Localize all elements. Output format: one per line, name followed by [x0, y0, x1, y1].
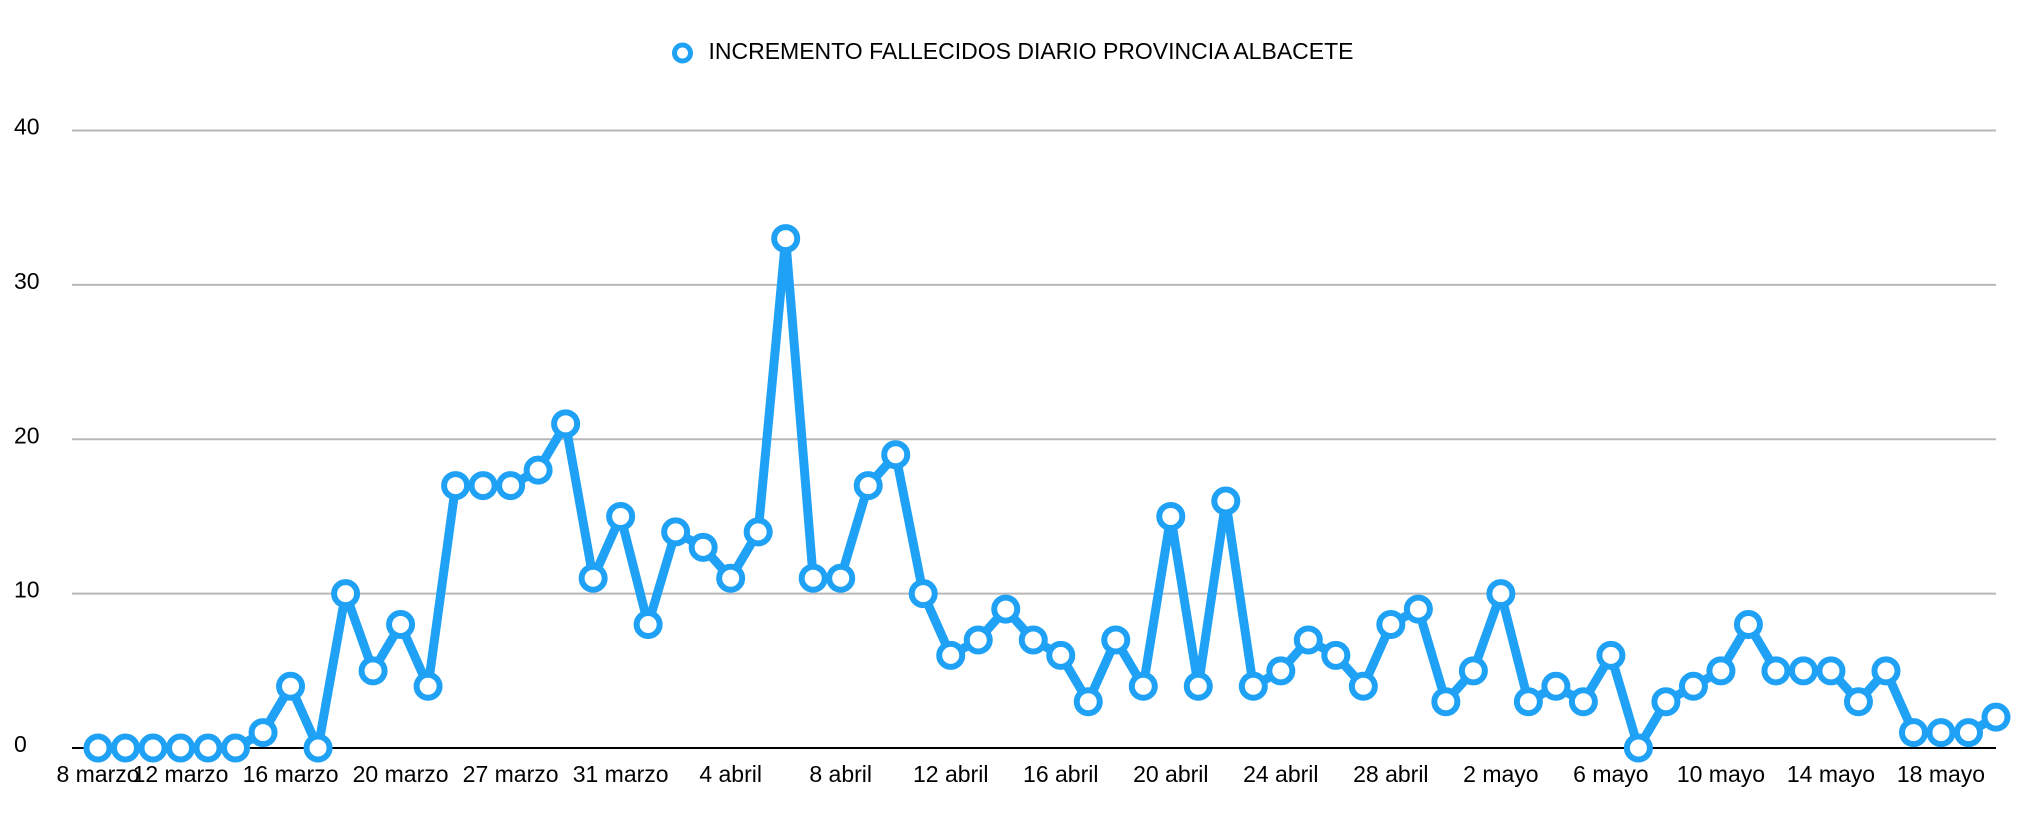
data-point — [166, 733, 196, 763]
x-tick-label: 31 marzo — [573, 761, 669, 787]
legend-label: INCREMENTO FALLECIDOS DIARIO PROVINCIA A… — [708, 38, 1353, 64]
data-point — [963, 625, 993, 655]
data-point — [386, 610, 416, 639]
x-tick-label: 18 mayo — [1897, 761, 1985, 787]
x-tick-label: 12 marzo — [133, 761, 229, 787]
data-point — [908, 579, 938, 609]
y-tick-label: 30 — [14, 268, 40, 294]
data-point — [743, 517, 773, 547]
data-point — [1073, 687, 1103, 717]
x-tick-label: 16 abril — [1023, 761, 1098, 787]
data-point — [798, 563, 828, 593]
y-tick-label: 40 — [14, 114, 40, 140]
x-tick-label: 20 marzo — [353, 761, 449, 787]
x-tick-label: 16 marzo — [243, 761, 339, 787]
data-point — [441, 471, 471, 501]
data-point — [1238, 671, 1268, 701]
data-point — [771, 224, 801, 254]
data-point — [1128, 671, 1158, 701]
data-point — [606, 501, 636, 531]
data-point — [138, 733, 168, 763]
x-tick-label: 4 abril — [699, 761, 762, 787]
data-point — [1706, 656, 1736, 686]
data-point — [523, 455, 553, 485]
data-point — [358, 656, 388, 686]
data-point — [331, 579, 361, 609]
x-tick-label: 6 mayo — [1573, 761, 1648, 787]
data-point — [193, 733, 223, 763]
data-point — [716, 563, 746, 593]
data-point — [853, 471, 883, 501]
data-point — [1541, 671, 1571, 701]
data-point — [1596, 640, 1626, 670]
data-point — [1376, 610, 1406, 639]
data-point — [496, 471, 526, 501]
data-point — [111, 733, 141, 763]
x-tick-label: 8 abril — [809, 761, 872, 787]
data-point — [1293, 625, 1323, 655]
data-point — [1431, 687, 1461, 717]
data-point — [1046, 640, 1076, 670]
data-point — [1018, 625, 1048, 655]
data-point — [936, 640, 966, 670]
data-point — [1843, 687, 1873, 717]
data-point — [1568, 687, 1598, 717]
x-tick-label: 12 abril — [913, 761, 988, 787]
data-point — [881, 440, 911, 470]
data-point — [1871, 656, 1901, 686]
data-point — [221, 733, 251, 763]
data-point — [1156, 501, 1186, 531]
x-tick-label: 10 mayo — [1677, 761, 1765, 787]
data-point — [661, 517, 691, 547]
data-point — [1403, 594, 1433, 624]
data-point — [1678, 671, 1708, 701]
series-line — [98, 234, 1999, 753]
data-point — [1458, 656, 1488, 686]
data-point — [1926, 718, 1956, 748]
x-tick-label: 14 mayo — [1787, 761, 1875, 787]
legend-marker — [671, 42, 693, 64]
data-point — [468, 471, 498, 501]
x-tick-label: 2 mayo — [1463, 761, 1538, 787]
data-point — [1788, 656, 1818, 686]
data-point — [1348, 671, 1378, 701]
data-point — [1651, 687, 1681, 717]
data-point — [1101, 625, 1131, 655]
x-tick-label: 24 abril — [1243, 761, 1318, 787]
data-point — [1513, 687, 1543, 717]
data-point — [1898, 718, 1928, 748]
y-tick-label: 10 — [14, 577, 40, 603]
data-point — [1266, 656, 1296, 686]
data-point — [276, 671, 306, 701]
data-point — [1981, 702, 2011, 732]
x-tick-label: 28 abril — [1353, 761, 1428, 787]
data-point — [83, 733, 113, 763]
x-tick-label: 20 abril — [1133, 761, 1208, 787]
data-point — [248, 718, 278, 748]
data-point — [413, 671, 443, 701]
data-point — [1816, 656, 1846, 686]
data-point — [1183, 671, 1213, 701]
data-point — [551, 409, 581, 439]
data-point — [688, 532, 718, 562]
data-point — [1733, 610, 1763, 639]
x-tick-label: 27 marzo — [463, 761, 559, 787]
data-point — [1211, 486, 1241, 516]
x-tick-label: 8 marzo — [56, 761, 139, 787]
data-point — [303, 733, 333, 763]
data-point — [1321, 640, 1351, 670]
data-point — [826, 563, 856, 593]
y-tick-label: 20 — [14, 422, 40, 448]
data-point — [1953, 718, 1983, 748]
data-point — [1623, 733, 1653, 763]
data-point — [1761, 656, 1791, 686]
data-point — [578, 563, 608, 593]
data-point — [991, 594, 1021, 624]
data-point — [633, 610, 663, 639]
data-point — [1486, 579, 1516, 609]
y-tick-label: 0 — [14, 731, 27, 757]
